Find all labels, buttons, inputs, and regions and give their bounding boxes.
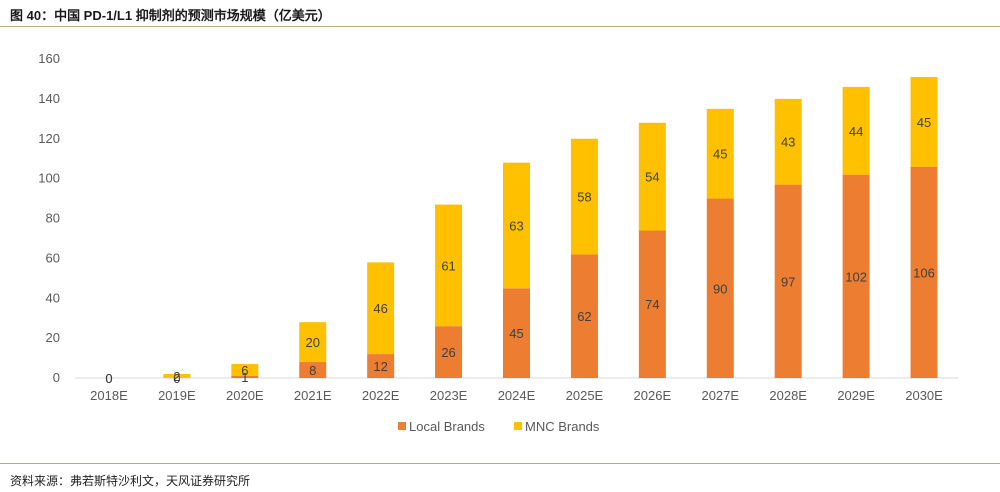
data-label-local: 8 [309,363,316,378]
data-label-local: 106 [913,265,935,280]
data-label-mnc: 2 [173,369,180,384]
data-label-local: 12 [373,359,387,374]
x-tick-label: 2030E [905,388,943,403]
data-label-local: 1 [241,370,248,385]
bar-mnc-brands [299,322,327,363]
y-tick-label: 20 [46,330,60,345]
y-tick-label: 40 [46,290,60,305]
bar-local-brands [367,354,395,378]
data-label-local: 0 [105,371,112,386]
legend-swatch-mnc [514,422,522,430]
data-label-mnc: 0 [105,371,112,386]
bar-mnc-brands [774,98,802,185]
title-bar: 图 40：中国 PD-1/L1 抑制剂的预测市场规模（亿美元） [0,0,1000,27]
bar-local-brands [842,174,870,378]
footer-bar: 资料来源：弗若斯特沙利文，天风证券研究所 [0,463,1000,492]
bar-mnc-brands [163,374,191,378]
legend-swatch-local [398,422,406,430]
data-label-mnc: 45 [917,115,931,130]
bar-local-brands [231,376,259,378]
y-tick-label: 160 [38,51,60,66]
x-axis: 2018E 2019E 2020E 2021E 2022E 2023E 2024E 2025E… [75,377,958,403]
data-label-mnc: 20 [305,335,319,350]
x-tick-label: 2023E [430,388,468,403]
bar-mnc-brands [435,204,463,327]
data-label-mnc: 6 [241,363,248,378]
bar-mnc-brands [231,364,259,377]
bar-mnc-brands [910,76,938,167]
data-label-mnc: 54 [645,170,659,185]
chart-title: 图 40：中国 PD-1/L1 抑制剂的预测市场规模（亿美元） [10,8,331,23]
y-tick-label: 140 [38,91,60,106]
data-labels: 00 02 16 8201246266145636258745490459743102… [105,115,935,386]
bar-local-brands [503,288,530,378]
y-tick-label: 80 [46,211,60,226]
x-tick-label: 2020E [226,388,264,403]
bar-local-brands [299,362,327,378]
x-tick-label: 2022E [362,388,400,403]
data-label-mnc: 45 [713,147,727,162]
legend-label-local: Local Brands [409,419,485,434]
y-tick-label: 100 [38,171,60,186]
bar-local-brands [638,230,666,378]
bar-mnc-brands [842,86,870,175]
x-tick-label: 2019E [158,388,196,403]
bar-mnc-brands [706,108,734,199]
data-label-mnc: 61 [441,258,455,273]
y-tick-label: 60 [46,250,60,265]
data-label-mnc: 46 [373,301,387,316]
bar-local-brands [570,254,598,378]
y-tick-label: 120 [38,131,60,146]
legend: Local Brands MNC Brands [398,419,600,434]
data-label-mnc: 43 [781,135,795,150]
data-label-mnc: 58 [577,190,591,205]
source-note: 资料来源：弗若斯特沙利文，天风证券研究所 [10,474,251,488]
data-label-mnc: 63 [509,218,523,233]
bar-local-brands [910,166,938,378]
data-label-local: 90 [713,281,727,296]
x-tick-label: 2026E [634,388,672,403]
data-label-local: 45 [509,326,523,341]
bars [163,76,938,378]
bar-mnc-brands [367,262,395,355]
x-tick-label: 2018E [90,388,128,403]
x-tick-label: 2028E [769,388,807,403]
legend-label-mnc: MNC Brands [525,419,600,434]
y-tick-label: 0 [53,370,60,385]
data-label-local: 26 [441,345,455,360]
x-tick-label: 2029E [837,388,875,403]
data-label-local: 62 [577,309,591,324]
x-tick-label: 2025E [566,388,604,403]
x-tick-label: 2027E [701,388,739,403]
bar-mnc-brands [503,162,530,289]
bar-local-brands [774,184,802,378]
bar-mnc-brands [570,138,598,255]
data-label-mnc: 44 [849,124,863,139]
bar-mnc-brands [638,122,666,231]
data-label-local: 102 [845,269,867,284]
y-axis: 0 20 40 60 80 100 120 140 160 [38,51,60,385]
data-label-local: 0 [173,371,180,386]
x-tick-label: 2021E [294,388,332,403]
data-label-local: 74 [645,297,659,312]
bar-local-brands [706,198,734,378]
data-label-local: 97 [781,274,795,289]
x-tick-label: 2024E [498,388,536,403]
bar-local-brands [435,326,463,378]
